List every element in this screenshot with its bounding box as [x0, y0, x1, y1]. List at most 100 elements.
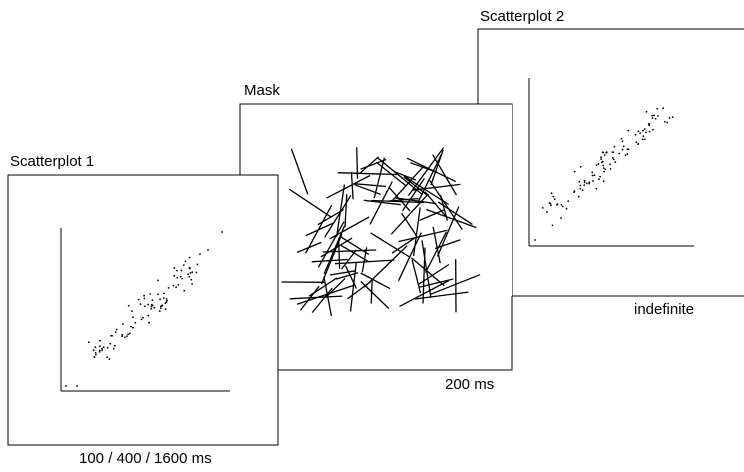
scatter-point: [591, 171, 594, 174]
mask-line: [289, 188, 332, 218]
scatter-point: [613, 158, 615, 161]
scatter-point: [173, 267, 176, 270]
scatter-point: [101, 349, 103, 352]
mask-line: [337, 172, 397, 176]
scatter-point: [187, 273, 190, 276]
scatter-point: [579, 184, 582, 187]
mask-line: [399, 279, 450, 307]
scatter-point: [221, 231, 223, 233]
scatter-point: [620, 137, 623, 140]
scatter-point: [95, 353, 97, 356]
scatter-point: [147, 314, 150, 317]
scatter-point: [143, 294, 146, 297]
scatter-point: [552, 195, 555, 198]
mask-line: [296, 241, 322, 254]
mask-line: [406, 157, 457, 183]
scatter-point: [153, 306, 156, 309]
mask-line: [360, 158, 387, 170]
scatter-point: [140, 318, 143, 321]
mask-line: [355, 183, 387, 188]
scatter-point: [183, 289, 186, 292]
scatter-point: [656, 108, 659, 110]
scatter-point: [177, 283, 180, 286]
scatter-point: [161, 304, 164, 307]
mask-line: [429, 180, 463, 231]
scatter-point: [585, 182, 588, 185]
scatter-point: [553, 198, 556, 201]
scatter-point: [577, 195, 580, 198]
mask-line: [334, 259, 395, 265]
scatter-point: [666, 121, 669, 124]
scatter-point: [622, 145, 625, 148]
scatter-point: [626, 153, 629, 156]
scatter-point: [191, 271, 194, 274]
scatter-point: [603, 170, 605, 173]
scatter-point: [556, 203, 559, 206]
scatter-point: [546, 211, 548, 213]
scatter-point: [595, 164, 598, 167]
mask-line: [419, 278, 454, 288]
scatter-point: [634, 133, 637, 136]
mask-line: [350, 171, 354, 200]
scatter-point: [579, 165, 582, 168]
scatter-point: [157, 279, 159, 282]
mask-line: [437, 201, 473, 225]
scatter-point: [560, 217, 562, 220]
scatter-point: [583, 179, 586, 182]
scatter-point: [561, 205, 564, 208]
scatter-point: [162, 297, 165, 299]
scatter-point: [132, 316, 134, 319]
scatter-point: [173, 274, 176, 277]
scatter-point: [106, 356, 109, 359]
mask-screen: [239, 103, 513, 371]
scatterplot-1-points: [65, 231, 223, 387]
scatter-point: [598, 178, 600, 181]
scatter-point: [151, 299, 154, 301]
scatter-point: [642, 129, 644, 132]
scatter-point: [624, 154, 627, 157]
mask-line: [311, 258, 348, 263]
mask-line: [434, 239, 461, 250]
mask-title: Mask: [244, 82, 280, 99]
scatter-point: [151, 304, 154, 307]
scatter-point: [129, 332, 131, 335]
mask-line: [402, 178, 425, 212]
scatter-point: [176, 276, 179, 279]
scatter-point: [160, 305, 162, 308]
scatter-point: [199, 253, 201, 256]
scatter-point: [172, 284, 175, 287]
mask-duration: 200 ms: [445, 376, 495, 393]
scatter-point: [189, 267, 191, 270]
scatter-point: [98, 351, 101, 353]
mask-line: [421, 240, 432, 298]
mask-line: [305, 222, 334, 237]
scatter-point: [159, 307, 162, 309]
scatter-point: [180, 269, 183, 272]
scatter-point: [602, 164, 604, 167]
scatter-point: [93, 356, 96, 358]
scatter-point: [560, 203, 563, 206]
scatter-point: [534, 239, 536, 241]
scatter-point: [115, 328, 118, 331]
scatter-point: [671, 116, 674, 118]
scatter-point: [92, 349, 95, 352]
scatter-point: [147, 303, 150, 306]
mask-line: [436, 206, 460, 257]
scatter-point: [550, 192, 553, 195]
scatter-point: [621, 140, 624, 143]
scatter-point: [627, 148, 630, 151]
scatter-point: [605, 151, 608, 154]
scatter-point: [595, 187, 598, 190]
scatter-point: [600, 156, 602, 159]
mask-line: [375, 161, 408, 187]
scatter-point: [643, 138, 646, 141]
scatter-point: [565, 207, 568, 210]
mask-line: [397, 232, 422, 282]
scatter-point: [182, 264, 185, 266]
mask-line: [398, 229, 448, 243]
mask-line: [390, 193, 429, 235]
mask-line: [394, 197, 437, 205]
mask-line: [326, 174, 371, 199]
scatter-point: [583, 181, 586, 184]
